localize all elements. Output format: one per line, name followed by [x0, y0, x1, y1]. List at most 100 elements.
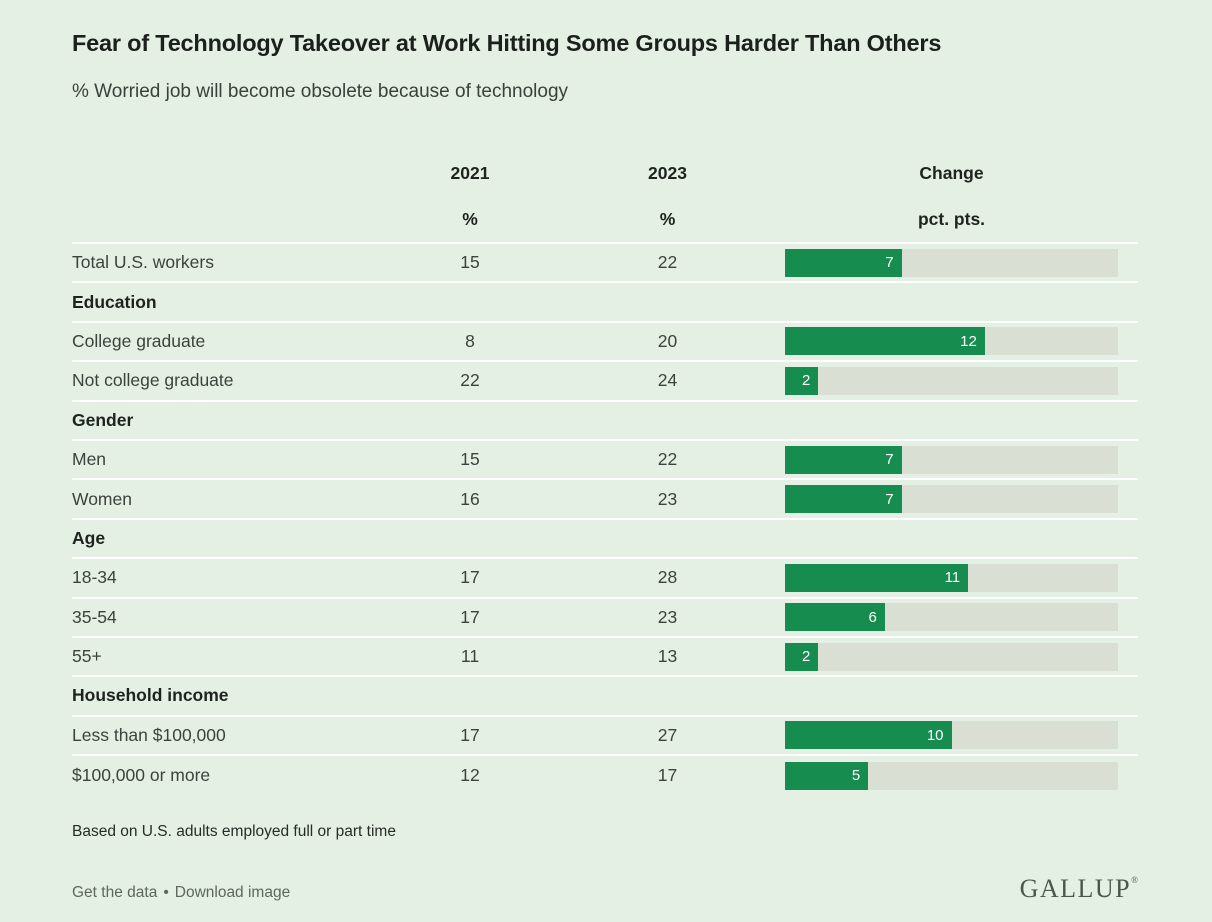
- row-label: Less than $100,000: [72, 724, 226, 745]
- change-bar-fill: 7: [785, 445, 902, 474]
- section-header-row: Gender: [72, 402, 1138, 441]
- row-label: College graduate: [72, 330, 206, 351]
- chart-subtitle: % Worried job will become obsolete becau…: [72, 81, 569, 102]
- table-body: Total U.S. workers 15 22 7 Education College …: [72, 244, 1138, 795]
- value-2023: 27: [657, 724, 678, 745]
- gallup-logo-text: GALLUP: [1019, 874, 1132, 904]
- download-image-link[interactable]: Download image: [174, 884, 291, 902]
- change-bar-cell: 11: [785, 563, 1118, 592]
- section-label: Gender: [72, 409, 134, 430]
- change-bar-fill: 11: [785, 563, 969, 592]
- section-label: Education: [72, 291, 157, 312]
- row-label: Men: [72, 449, 107, 470]
- value-2023: 22: [657, 252, 678, 273]
- section-label: Age: [72, 527, 106, 548]
- get-the-data-link[interactable]: Get the data: [72, 884, 158, 902]
- change-bar-track: 10: [785, 721, 1118, 750]
- unit-header-2021: %: [462, 208, 478, 229]
- change-bar-value: 7: [885, 490, 894, 508]
- row-label: 18-34: [72, 567, 117, 588]
- demographic-table: 2021 2023 Change % % pct. pts. Total U.S…: [72, 150, 1138, 795]
- change-bar-track: 11: [785, 563, 1118, 592]
- column-header-change: Change: [919, 162, 984, 183]
- value-2021: 15: [460, 252, 480, 273]
- value-2021: 17: [460, 724, 480, 745]
- value-2021: 22: [460, 370, 480, 391]
- change-bar-value: 7: [885, 254, 894, 272]
- change-bar-cell: 10: [785, 721, 1118, 750]
- change-bar-cell: 7: [785, 248, 1118, 277]
- change-bar-track: 7: [785, 248, 1118, 277]
- change-bar-cell: 12: [785, 327, 1118, 356]
- table-row: Less than $100,000 17 27 10: [72, 717, 1138, 757]
- change-bar-fill: 2: [785, 366, 819, 395]
- change-bar-value: 5: [851, 767, 861, 785]
- change-bar-track: 7: [785, 485, 1118, 514]
- value-2021: 17: [460, 567, 480, 588]
- value-2023: 28: [657, 567, 678, 588]
- value-2021: 15: [460, 449, 480, 470]
- row-label: Total U.S. workers: [72, 252, 214, 273]
- change-bar-track: 7: [785, 445, 1118, 474]
- change-bar-fill: 2: [785, 642, 819, 671]
- section-header-row: Education: [72, 283, 1138, 323]
- table-header-year-row: 2021 2023 Change: [72, 150, 1138, 196]
- change-bar-track: 6: [785, 603, 1118, 632]
- unit-header-2023: %: [659, 208, 676, 229]
- change-bar-value: 2: [801, 372, 811, 390]
- table-header: 2021 2023 Change % % pct. pts.: [72, 150, 1138, 244]
- value-2021: 8: [465, 330, 475, 351]
- change-bar-cell: 2: [785, 642, 1118, 671]
- row-label: 35-54: [72, 606, 117, 627]
- chart-footer: Get the data • Download image GALLUP®: [72, 867, 1138, 902]
- value-2023: 23: [657, 606, 678, 627]
- section-header-row: Household income: [72, 677, 1138, 717]
- link-separator: •: [163, 884, 169, 902]
- value-2023: 13: [657, 646, 678, 667]
- gallup-logo: GALLUP®: [1020, 867, 1138, 902]
- change-bar-fill: 6: [785, 603, 885, 632]
- chart-footnote: Based on U.S. adults employed full or pa…: [72, 823, 396, 841]
- change-bar-cell: 7: [785, 485, 1118, 514]
- value-2023: 22: [657, 449, 678, 470]
- footer-links: Get the data • Download image: [72, 884, 290, 902]
- change-bar-fill: 12: [785, 327, 985, 356]
- column-header-2021: 2021: [450, 162, 490, 183]
- change-bar-track: 2: [785, 366, 1118, 395]
- table-row: Not college graduate 22 24 2: [72, 362, 1138, 402]
- row-label: Not college graduate: [72, 370, 234, 391]
- value-2021: 16: [460, 488, 480, 509]
- section-label: Household income: [72, 685, 229, 706]
- change-bar-fill: 10: [785, 721, 952, 750]
- change-bar-cell: 2: [785, 366, 1118, 395]
- table-row: $100,000 or more 12 17 5: [72, 756, 1138, 795]
- change-bar-value: 10: [926, 726, 944, 744]
- table-row: Men 15 22 7: [72, 441, 1138, 481]
- change-bar-cell: 6: [785, 603, 1118, 632]
- value-2023: 23: [657, 488, 678, 509]
- row-label: Women: [72, 488, 132, 509]
- unit-header-change: pct. pts.: [917, 208, 986, 229]
- table-row: Women 16 23 7: [72, 480, 1138, 520]
- change-bar-value: 2: [801, 648, 811, 666]
- value-2021: 12: [460, 765, 480, 786]
- registered-trademark-mark: ®: [1131, 875, 1138, 886]
- value-2021: 11: [460, 646, 480, 667]
- table-row: 55+ 11 13 2: [72, 638, 1138, 678]
- chart-title: Fear of Technology Takeover at Work Hitt…: [72, 30, 942, 56]
- table-row: 35-54 17 23 6: [72, 599, 1138, 638]
- column-header-2023: 2023: [648, 162, 687, 183]
- value-2021: 17: [460, 606, 480, 627]
- value-2023: 24: [657, 370, 678, 391]
- value-2023: 17: [657, 765, 678, 786]
- change-bar-value: 11: [944, 569, 961, 587]
- change-bar-value: 7: [885, 451, 894, 469]
- table-header-unit-row: % % pct. pts.: [72, 196, 1138, 242]
- change-bar-value: 12: [960, 332, 977, 350]
- row-label: 55+: [72, 646, 102, 667]
- change-bar-cell: 7: [785, 445, 1118, 474]
- table-row: 18-34 17 28 11: [72, 559, 1138, 599]
- value-2023: 20: [657, 330, 678, 351]
- change-bar-fill: 7: [785, 485, 902, 514]
- table-row: Total U.S. workers 15 22 7: [72, 244, 1138, 284]
